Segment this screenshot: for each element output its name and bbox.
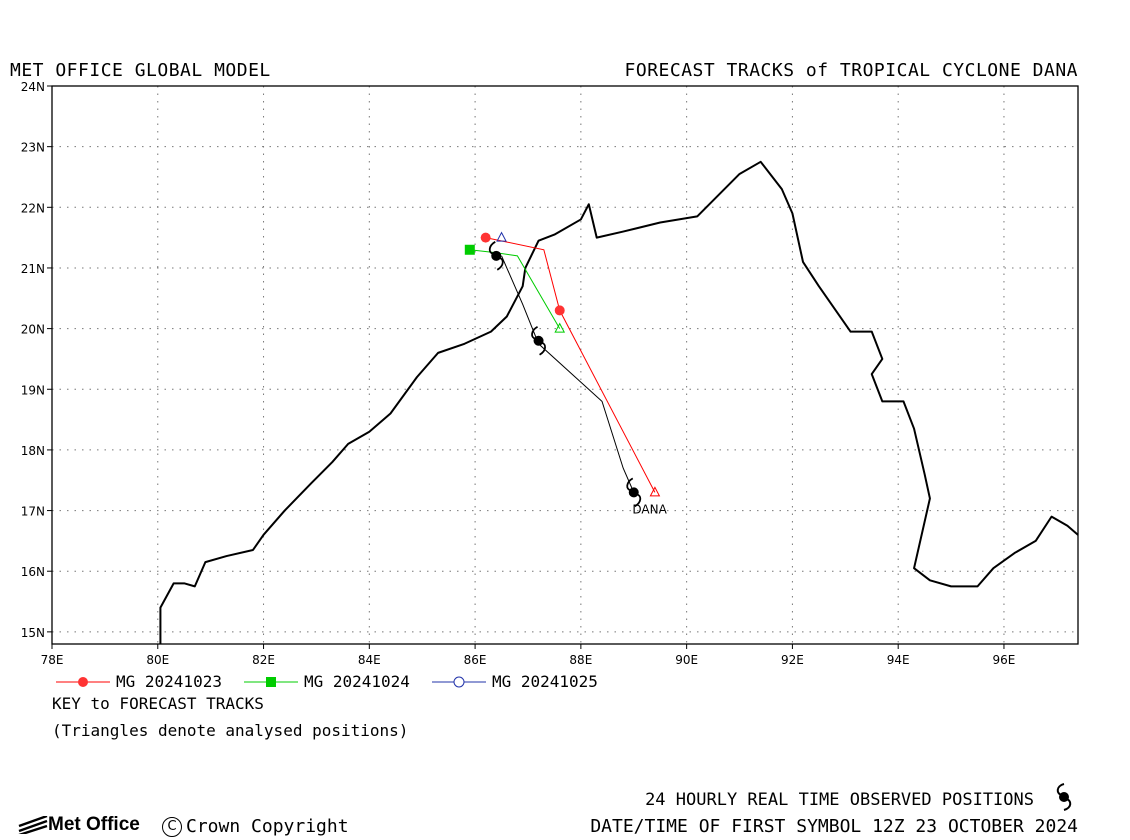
- legend-note: (Triangles denote analysed positions): [52, 721, 409, 740]
- cyclone-symbol-icon: [1056, 783, 1072, 811]
- x-tick-label: 84E: [358, 653, 381, 667]
- x-tick-label: 94E: [887, 653, 910, 667]
- x-tick-label: 86E: [464, 653, 487, 667]
- analysed-position-triangle: [649, 486, 661, 497]
- copyright-text: Crown Copyright: [186, 816, 349, 837]
- y-tick-label: 15N: [21, 626, 45, 640]
- axis-ticks: 78E 80E 82E 84E 86E 88E 90E 92E 94E 96E 15N 16N 17N 1…: [21, 80, 1016, 667]
- coastline-line: [159, 160, 1079, 644]
- grid-lines: [51, 85, 1078, 644]
- analysed-position-triangle: [554, 322, 566, 333]
- met-office-logo: Met Office: [18, 814, 140, 836]
- blue-circle-marker-icon: [431, 676, 486, 687]
- forecast-point-marker: [464, 244, 475, 255]
- observed-track-line: [501, 255, 635, 493]
- legend-item-1: MG 20241023: [56, 672, 222, 691]
- legend-item-2: MG 20241024: [243, 672, 410, 691]
- first-symbol-datetime: DATE/TIME OF FIRST SYMBOL 12Z 23 OCTOBER…: [590, 816, 1078, 837]
- y-tick-label: 22N: [21, 201, 45, 215]
- x-tick-label: 88E: [569, 653, 592, 667]
- cyclone-symbol-arm: [539, 341, 546, 356]
- copyright: C Crown Copyright: [162, 816, 349, 837]
- cyclone-symbol: [626, 477, 642, 508]
- y-tick-label: 23N: [21, 141, 45, 155]
- cyclone-symbol-core: [491, 250, 502, 261]
- analysed-position-triangle: [496, 231, 507, 242]
- met-office-logo-text: Met Office: [48, 814, 140, 835]
- green-square-marker-icon: [243, 676, 298, 687]
- storm-name-label: DANA: [632, 503, 667, 517]
- plot-frame: [51, 85, 1079, 645]
- cyclone-symbol-arm: [634, 493, 642, 508]
- y-tick-label: 17N: [21, 505, 45, 519]
- y-tick-label: 18N: [21, 444, 45, 458]
- y-tick-label: 16N: [21, 565, 45, 579]
- forecast-point-marker: [480, 232, 491, 243]
- y-tick-label: 19N: [21, 383, 45, 397]
- legend-item-3: MG 20241025: [431, 672, 598, 691]
- legend-label-3: MG 20241025: [491, 672, 598, 691]
- y-tick-label: 20N: [21, 323, 45, 337]
- legend-title: KEY to FORECAST TRACKS: [52, 694, 264, 713]
- cyclone-symbol-arm: [496, 256, 504, 271]
- red-circle-marker-icon: [56, 676, 110, 687]
- legend-label-1: MG 20241023: [116, 672, 222, 691]
- x-tick-label: 78E: [41, 653, 64, 667]
- cyclone-symbol-core: [628, 487, 639, 498]
- x-tick-label: 80E: [146, 653, 169, 667]
- observed-positions-label: 24 HOURLY REAL TIME OBSERVED POSITIONS: [645, 790, 1034, 810]
- x-tick-label: 90E: [675, 653, 698, 667]
- x-tick-label: 96E: [993, 653, 1016, 667]
- legend: MG 20241023 MG 20241024 MG 20241025: [56, 672, 620, 691]
- cyclone-symbol-core: [533, 335, 544, 346]
- forecast-track-line-1: [485, 237, 656, 493]
- forecast-point-marker: [554, 305, 565, 316]
- cyclone-symbol: [531, 325, 546, 356]
- x-tick-label: 92E: [781, 653, 804, 667]
- header-left-title: MET OFFICE GLOBAL MODEL: [10, 60, 271, 81]
- cyclone-symbol: [488, 241, 504, 271]
- y-tick-label: 21N: [21, 262, 45, 276]
- y-tick-label: 24N: [21, 80, 45, 94]
- x-tick-label: 82E: [252, 653, 275, 667]
- header-right-title: FORECAST TRACKS of TROPICAL CYCLONE DANA: [624, 60, 1078, 81]
- legend-label-2: MG 20241024: [303, 672, 410, 691]
- copyright-icon: C: [162, 816, 182, 837]
- coastline: [159, 160, 1079, 644]
- forecast-tracks: DANA: [464, 231, 668, 517]
- forecast-track-line-2: [469, 249, 561, 329]
- met-office-logo-icon: [18, 816, 48, 834]
